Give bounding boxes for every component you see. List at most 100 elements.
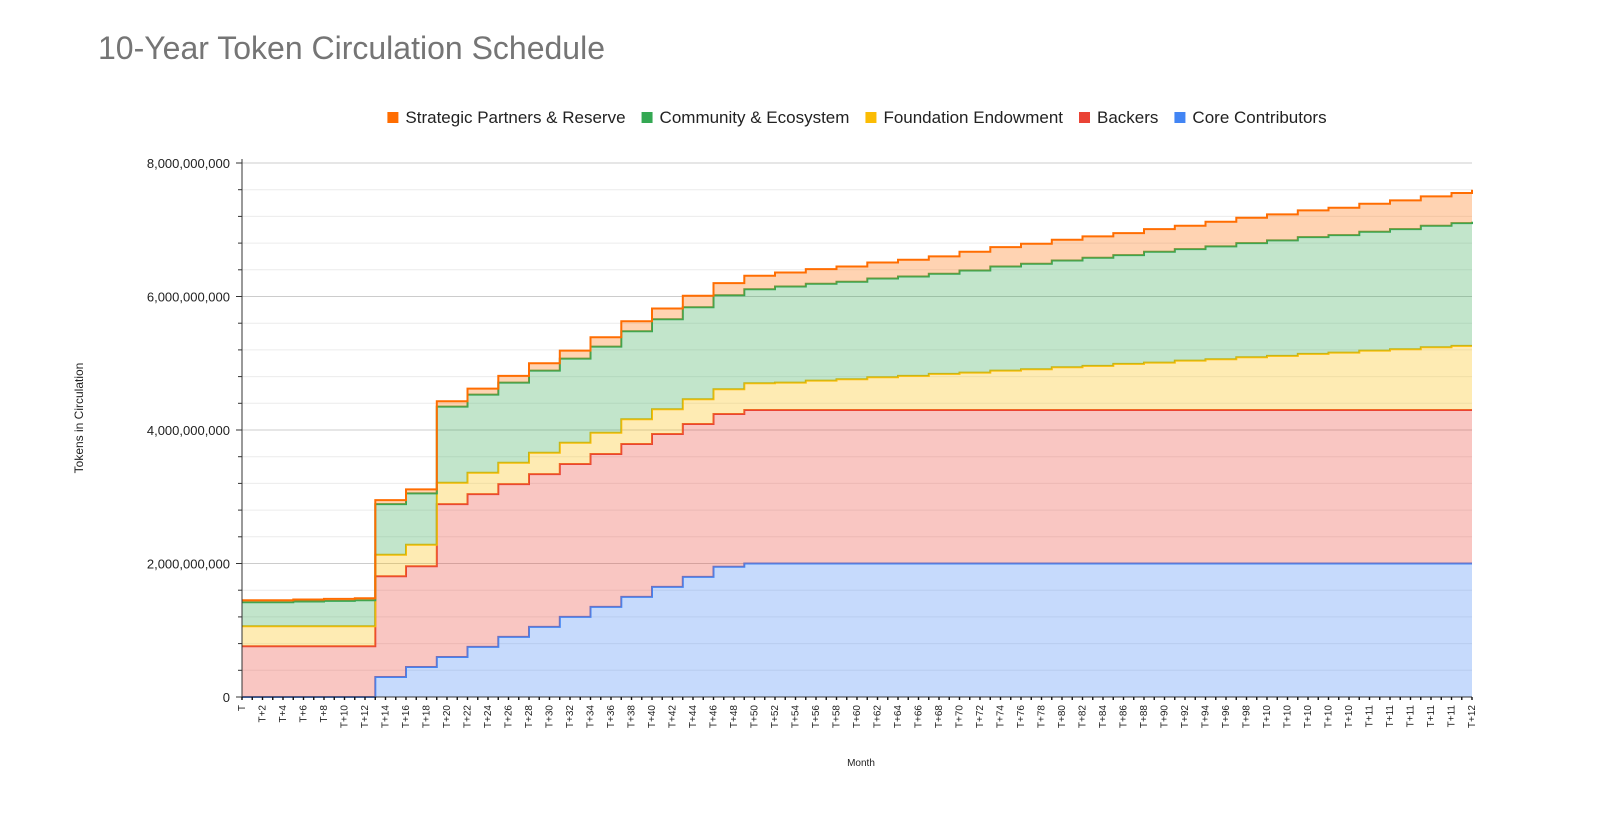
area-backers	[242, 410, 1472, 697]
line-foundation-endowment	[242, 344, 1472, 628]
area-community-ecosystem	[242, 221, 1472, 627]
x-tick-label: T	[237, 705, 248, 711]
x-tick-label: T+82	[1078, 705, 1089, 729]
x-tick-label: T+34	[586, 705, 597, 729]
legend-label: Foundation Endowment	[883, 108, 1063, 127]
x-tick-label: T+12	[1467, 705, 1478, 729]
series-areas	[242, 189, 1473, 698]
legend-swatch	[1174, 112, 1186, 123]
legend-item: Backers	[1079, 108, 1158, 127]
x-tick-label: T+11	[1406, 705, 1417, 728]
x-tick-label: T+44	[688, 705, 699, 729]
x-tick-label: T+52	[770, 705, 781, 729]
x-tick-label: T+28	[524, 705, 535, 729]
x-tick-label: T+80	[1057, 705, 1068, 729]
legend-label: Community & Ecosystem	[660, 108, 850, 127]
legend-swatch	[865, 112, 877, 123]
x-tick-label: T+96	[1221, 705, 1232, 729]
x-tick-label: T+12	[360, 705, 371, 729]
x-tick-label: T+72	[975, 705, 986, 729]
x-tick-label: T+6	[299, 705, 310, 723]
x-tick-label: T+92	[1180, 705, 1191, 729]
x-tick-label: T+42	[668, 705, 679, 729]
legend-label: Core Contributors	[1192, 108, 1326, 127]
x-tick-label: T+18	[422, 705, 433, 729]
x-tick-label: T+11	[1447, 705, 1458, 728]
chart-title: 10-Year Token Circulation Schedule	[98, 30, 605, 66]
legend-item: Community & Ecosystem	[641, 108, 850, 127]
y-tick-label: 6,000,000,000	[147, 290, 230, 305]
x-tick-label: T+76	[1016, 705, 1027, 729]
x-tick-label: T+4	[278, 705, 289, 723]
x-tick-label: T+10	[1344, 705, 1355, 729]
y-tick-label: 8,000,000,000	[147, 156, 230, 171]
x-tick-label: T+40	[647, 705, 658, 729]
x-tick-label: T+30	[545, 705, 556, 729]
x-tick-label: T+48	[729, 705, 740, 729]
x-tick-label: T+26	[504, 705, 515, 729]
x-tick-label: T+10	[340, 705, 351, 729]
legend-item: Core Contributors	[1174, 108, 1327, 127]
line-core-contributors	[242, 562, 1472, 698]
area-strategic-partners-reserve	[242, 189, 1472, 603]
x-tick-label: T+98	[1242, 705, 1253, 729]
x-tick-label: T+56	[811, 705, 822, 729]
x-tick-label: T+90	[1160, 705, 1171, 729]
x-tick-label: T+58	[832, 705, 843, 729]
y-tick-label: 2,000,000,000	[147, 557, 230, 572]
x-tick-label: T+74	[996, 705, 1007, 729]
x-tick-label: T+32	[565, 705, 576, 729]
axes	[236, 159, 1473, 700]
y-tick-labels: 0 2,000,000,000 4,000,000,000 6,000,000,000…	[147, 156, 230, 705]
x-tick-label: T+11	[1385, 705, 1396, 728]
x-tick-label: T+78	[1037, 705, 1048, 729]
line-strategic-partners-reserve	[242, 189, 1473, 602]
area-core-contributors	[242, 563, 1472, 697]
legend-item: Strategic Partners & Reserve	[387, 108, 626, 127]
legend-label: Backers	[1097, 108, 1158, 127]
x-tick-label: T+70	[955, 705, 966, 729]
x-tick-label: T+38	[627, 705, 638, 729]
y-tick-label: 0	[223, 690, 230, 705]
x-tick-label: T+11	[1426, 705, 1437, 728]
x-tick-label: T+60	[852, 705, 863, 729]
x-tick-label: T+66	[914, 705, 925, 729]
legend: Strategic Partners & Reserve Community & …	[387, 108, 1327, 127]
x-tick-label: T+10	[1324, 705, 1335, 729]
x-tick-labels: T T+2 T+4 T+6 T+8 T+10 T+12 T+14 T+16 T+18 T+20 T+2…	[237, 705, 1478, 729]
x-tick-label: T+88	[1139, 705, 1150, 729]
x-tick-label: T+50	[750, 705, 761, 729]
x-tick-label: T+10	[1303, 705, 1314, 729]
x-tick-label: T+36	[606, 705, 617, 729]
area-foundation-endowment	[242, 345, 1472, 647]
legend-swatch	[641, 112, 653, 123]
x-tick-label: T+2	[258, 705, 269, 723]
x-tick-label: T+94	[1201, 705, 1212, 729]
legend-label: Strategic Partners & Reserve	[405, 108, 625, 127]
x-tick-label: T+62	[873, 705, 884, 729]
legend-swatch	[1079, 112, 1091, 123]
x-tick-label: T+68	[934, 705, 945, 729]
legend-swatch	[387, 112, 399, 123]
x-tick-label: T+8	[319, 705, 330, 723]
x-tick-label: T+84	[1098, 705, 1109, 729]
x-tick-label: T+86	[1119, 705, 1130, 729]
x-tick-label: T+20	[442, 705, 453, 729]
x-tick-label: T+10	[1283, 705, 1294, 729]
x-tick-label: T+46	[709, 705, 720, 729]
x-tick-label: T+11	[1365, 705, 1376, 728]
x-tick-label: T+22	[463, 705, 474, 729]
line-backers	[242, 409, 1472, 648]
x-tick-label: T+14	[381, 705, 392, 729]
y-axis-title: Tokens in Circulation	[72, 363, 86, 474]
x-tick-label: T+54	[791, 705, 802, 729]
line-community-ecosystem	[242, 221, 1473, 604]
x-tick-label: T+10	[1262, 705, 1273, 729]
legend-item: Foundation Endowment	[865, 108, 1063, 127]
x-tick-label: T+64	[893, 705, 904, 729]
x-axis-title: Month	[847, 758, 875, 769]
x-tick-label: T+24	[483, 705, 494, 729]
y-tick-label: 4,000,000,000	[147, 423, 230, 438]
x-tick-label: T+16	[401, 705, 412, 729]
